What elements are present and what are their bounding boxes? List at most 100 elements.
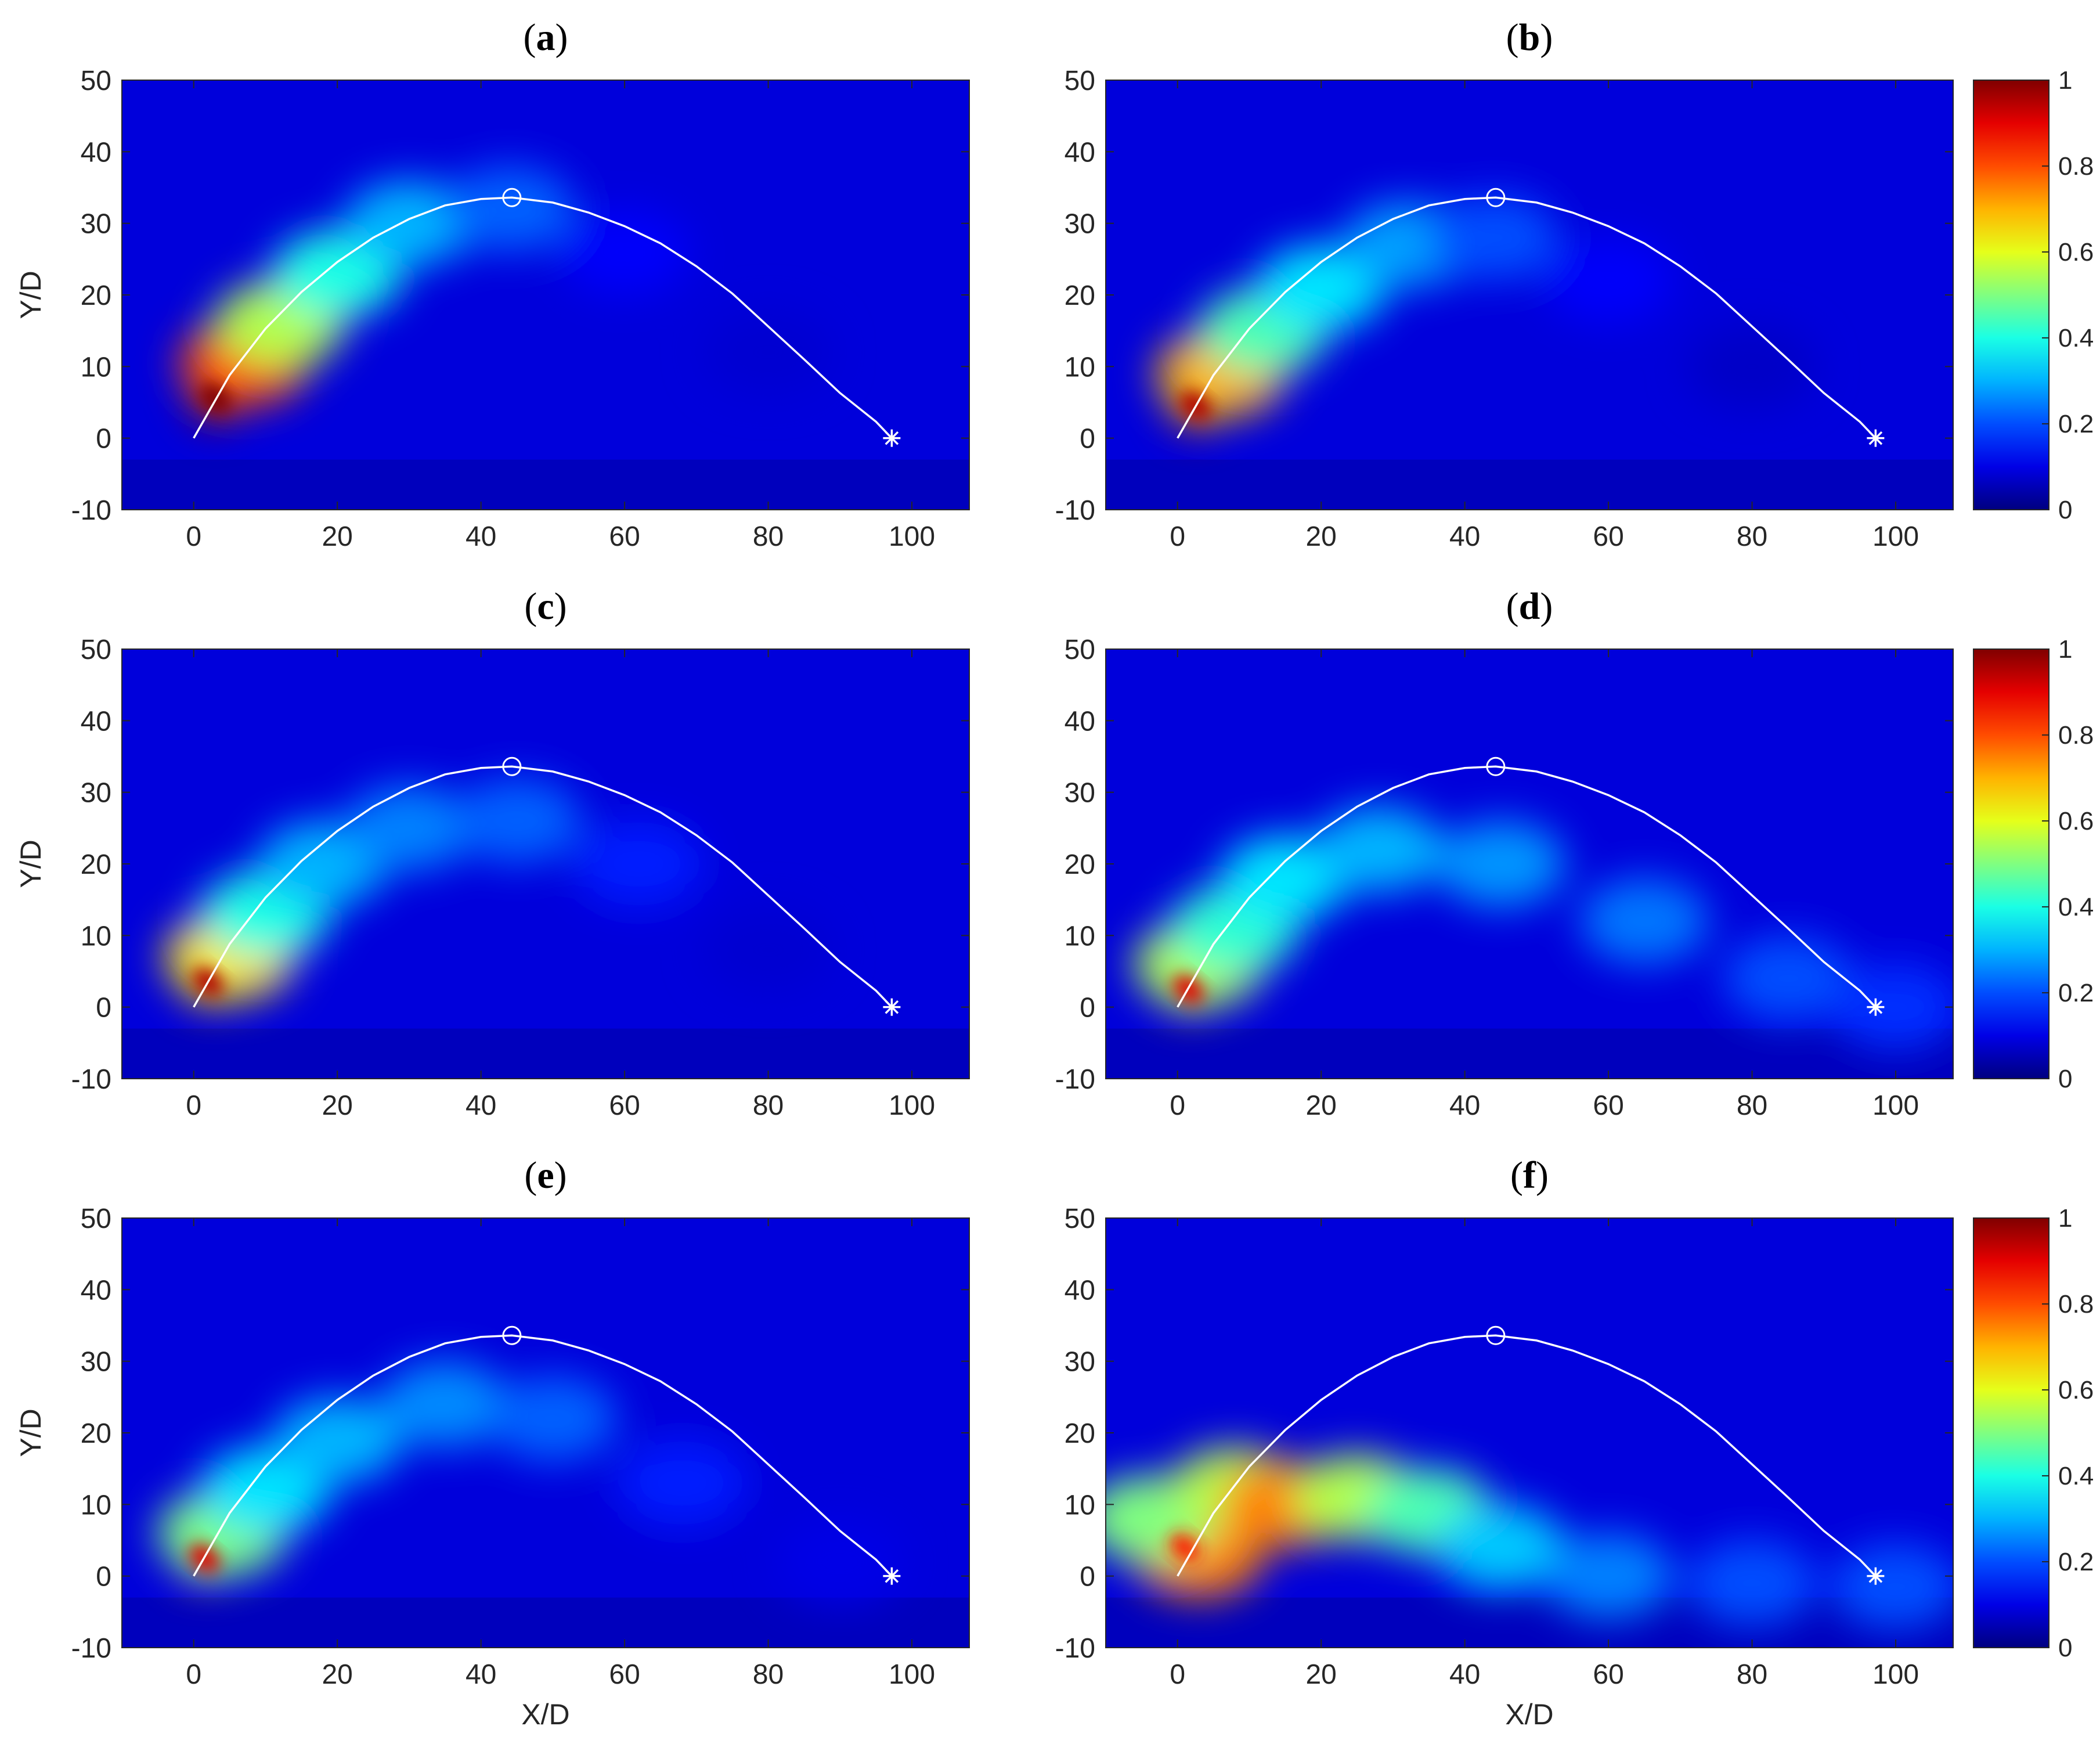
y-tick-label: 10 [81, 352, 111, 383]
y-axis-label: Y/D [15, 840, 47, 888]
plume-core [1170, 1533, 1200, 1562]
x-tick-label: 60 [1593, 521, 1623, 552]
x-tick-label: 80 [1737, 1090, 1767, 1121]
x-tick-label: 20 [1305, 1659, 1336, 1690]
plume-blob [1831, 964, 1953, 1050]
y-tick-label: -10 [71, 1633, 111, 1664]
x-tick-label: 100 [889, 1090, 935, 1121]
x-tick-label: 0 [186, 1659, 201, 1690]
colorbar-tick-label: 0.8 [2058, 721, 2094, 750]
panel-d: (d)0 20 40 60 80 100-100102030405000.20.40.60… [1055, 585, 2094, 1121]
x-tick-label: 60 [1593, 1090, 1623, 1121]
plume-blob [775, 1519, 905, 1605]
x-tick-label: 60 [1593, 1659, 1623, 1690]
y-axis-label: Y/D [15, 271, 47, 319]
x-tick-label: 20 [1305, 1090, 1336, 1121]
y-tick-label: 30 [1065, 209, 1095, 240]
y-tick-label: 30 [81, 1347, 111, 1378]
asterisk-marker [883, 429, 901, 447]
trajectory-line [1177, 1334, 1877, 1577]
colorbar-tick-label: 0.4 [2058, 324, 2094, 352]
x-tick-label: 0 [1170, 521, 1185, 552]
plume-blob [380, 1361, 510, 1447]
x-tick-label: 60 [609, 521, 640, 552]
panel-title: (b) [1506, 16, 1553, 59]
plume-blob [1314, 806, 1444, 893]
trajectory-line [193, 1334, 893, 1577]
plume-blob [1436, 1504, 1565, 1591]
x-tick-label: 80 [753, 1659, 784, 1690]
apex-circle-marker [502, 188, 522, 207]
y-tick-label: 0 [1080, 1562, 1095, 1593]
y-tick-label: 40 [1065, 137, 1095, 168]
heatmap-background [122, 649, 969, 1079]
plume-blob [1723, 935, 1853, 1022]
x-tick-label: 20 [322, 1659, 352, 1690]
plume-blob [452, 778, 582, 864]
colorbar-tick-label: 0.2 [2058, 1548, 2094, 1576]
x-tick-label: 100 [889, 1659, 935, 1690]
y-tick-label: 0 [1080, 993, 1095, 1024]
panel-b: (b)0 20 40 60 80 100-100102030405000.20.40.60… [1055, 16, 2094, 552]
colorbar-tick-label: 0.4 [2058, 893, 2094, 921]
x-tick-label: 40 [466, 521, 496, 552]
colorbar-gradient [1973, 648, 2050, 1079]
x-tick-label: 100 [1872, 1090, 1919, 1121]
plume-blob [445, 166, 575, 252]
y-tick-label: 40 [81, 706, 111, 737]
apex-circle-marker [1486, 188, 1506, 207]
y-tick-label: 10 [81, 1490, 111, 1521]
x-tick-label: 20 [322, 1090, 352, 1121]
x-tick-label: 20 [1305, 521, 1336, 552]
x-tick-label: 40 [466, 1659, 496, 1690]
y-tick-label: 0 [96, 1562, 111, 1593]
x-tick-label: 80 [753, 1090, 784, 1121]
x-tick-label: 100 [1872, 521, 1919, 552]
plume-blob [1543, 237, 1673, 324]
panel-title: (e) [524, 1154, 567, 1197]
asterisk-marker [1867, 1567, 1885, 1585]
x-tick-label: 40 [1449, 1659, 1480, 1690]
x-tick-label: 100 [889, 521, 935, 552]
colorbar-tick-label: 0.4 [2058, 1462, 2094, 1490]
y-tick-label: 40 [81, 1275, 111, 1306]
y-tick-label: 0 [96, 993, 111, 1024]
wall-region [1106, 1028, 1953, 1079]
plume-blob [703, 309, 833, 395]
apex-circle-marker [502, 1325, 522, 1345]
y-tick-label: 20 [81, 1418, 111, 1449]
x-tick-label: 40 [1449, 521, 1480, 552]
x-tick-label: 20 [322, 521, 352, 552]
y-tick-label: 30 [81, 778, 111, 809]
y-tick-label: 10 [1065, 921, 1095, 952]
plume-blob [617, 1440, 747, 1526]
y-tick-label: -10 [1055, 1064, 1095, 1095]
plume-blob [272, 1397, 402, 1483]
trajectory-line [193, 765, 893, 1008]
colorbar-tick-label: 0 [2058, 496, 2072, 524]
panel-title: (c) [524, 585, 567, 628]
panel-c: (c) 0 20 40 60 80 100 -10 0 10 20 30 40 50 Y/D [15, 585, 970, 1121]
plume-blob [560, 209, 690, 295]
plume-blob [1436, 821, 1565, 907]
y-tick-label: 40 [1065, 1275, 1095, 1306]
panel-a: (a) 0 20 40 60 80 100 -10 0 10 20 30 40 50 Y/D [15, 16, 970, 552]
wall-region [122, 1028, 969, 1079]
y-tick-label: 30 [1065, 778, 1095, 809]
plume-blob [1543, 1533, 1673, 1619]
plume-blob [1687, 323, 1817, 410]
x-tick-label: 80 [1737, 521, 1767, 552]
y-tick-label: 50 [81, 1204, 111, 1234]
colorbar-tick-label: 0.8 [2058, 1290, 2094, 1318]
colorbar-gradient [1973, 80, 2050, 510]
colorbar-gradient [1973, 1217, 2050, 1648]
y-tick-label: 10 [1065, 1490, 1095, 1521]
x-tick-label: 40 [1449, 1090, 1480, 1121]
colorbar: 0 0.2 0.4 0.6 0.8 1 [1973, 635, 2094, 1093]
y-tick-label: 40 [1065, 706, 1095, 737]
plume-blob [1831, 1544, 1953, 1630]
y-tick-label: 50 [1065, 635, 1095, 665]
y-tick-label: 50 [1065, 66, 1095, 96]
colorbar: 0 0.2 0.4 0.6 0.8 1 [1973, 1204, 2094, 1662]
plume-blob [1579, 878, 1709, 964]
